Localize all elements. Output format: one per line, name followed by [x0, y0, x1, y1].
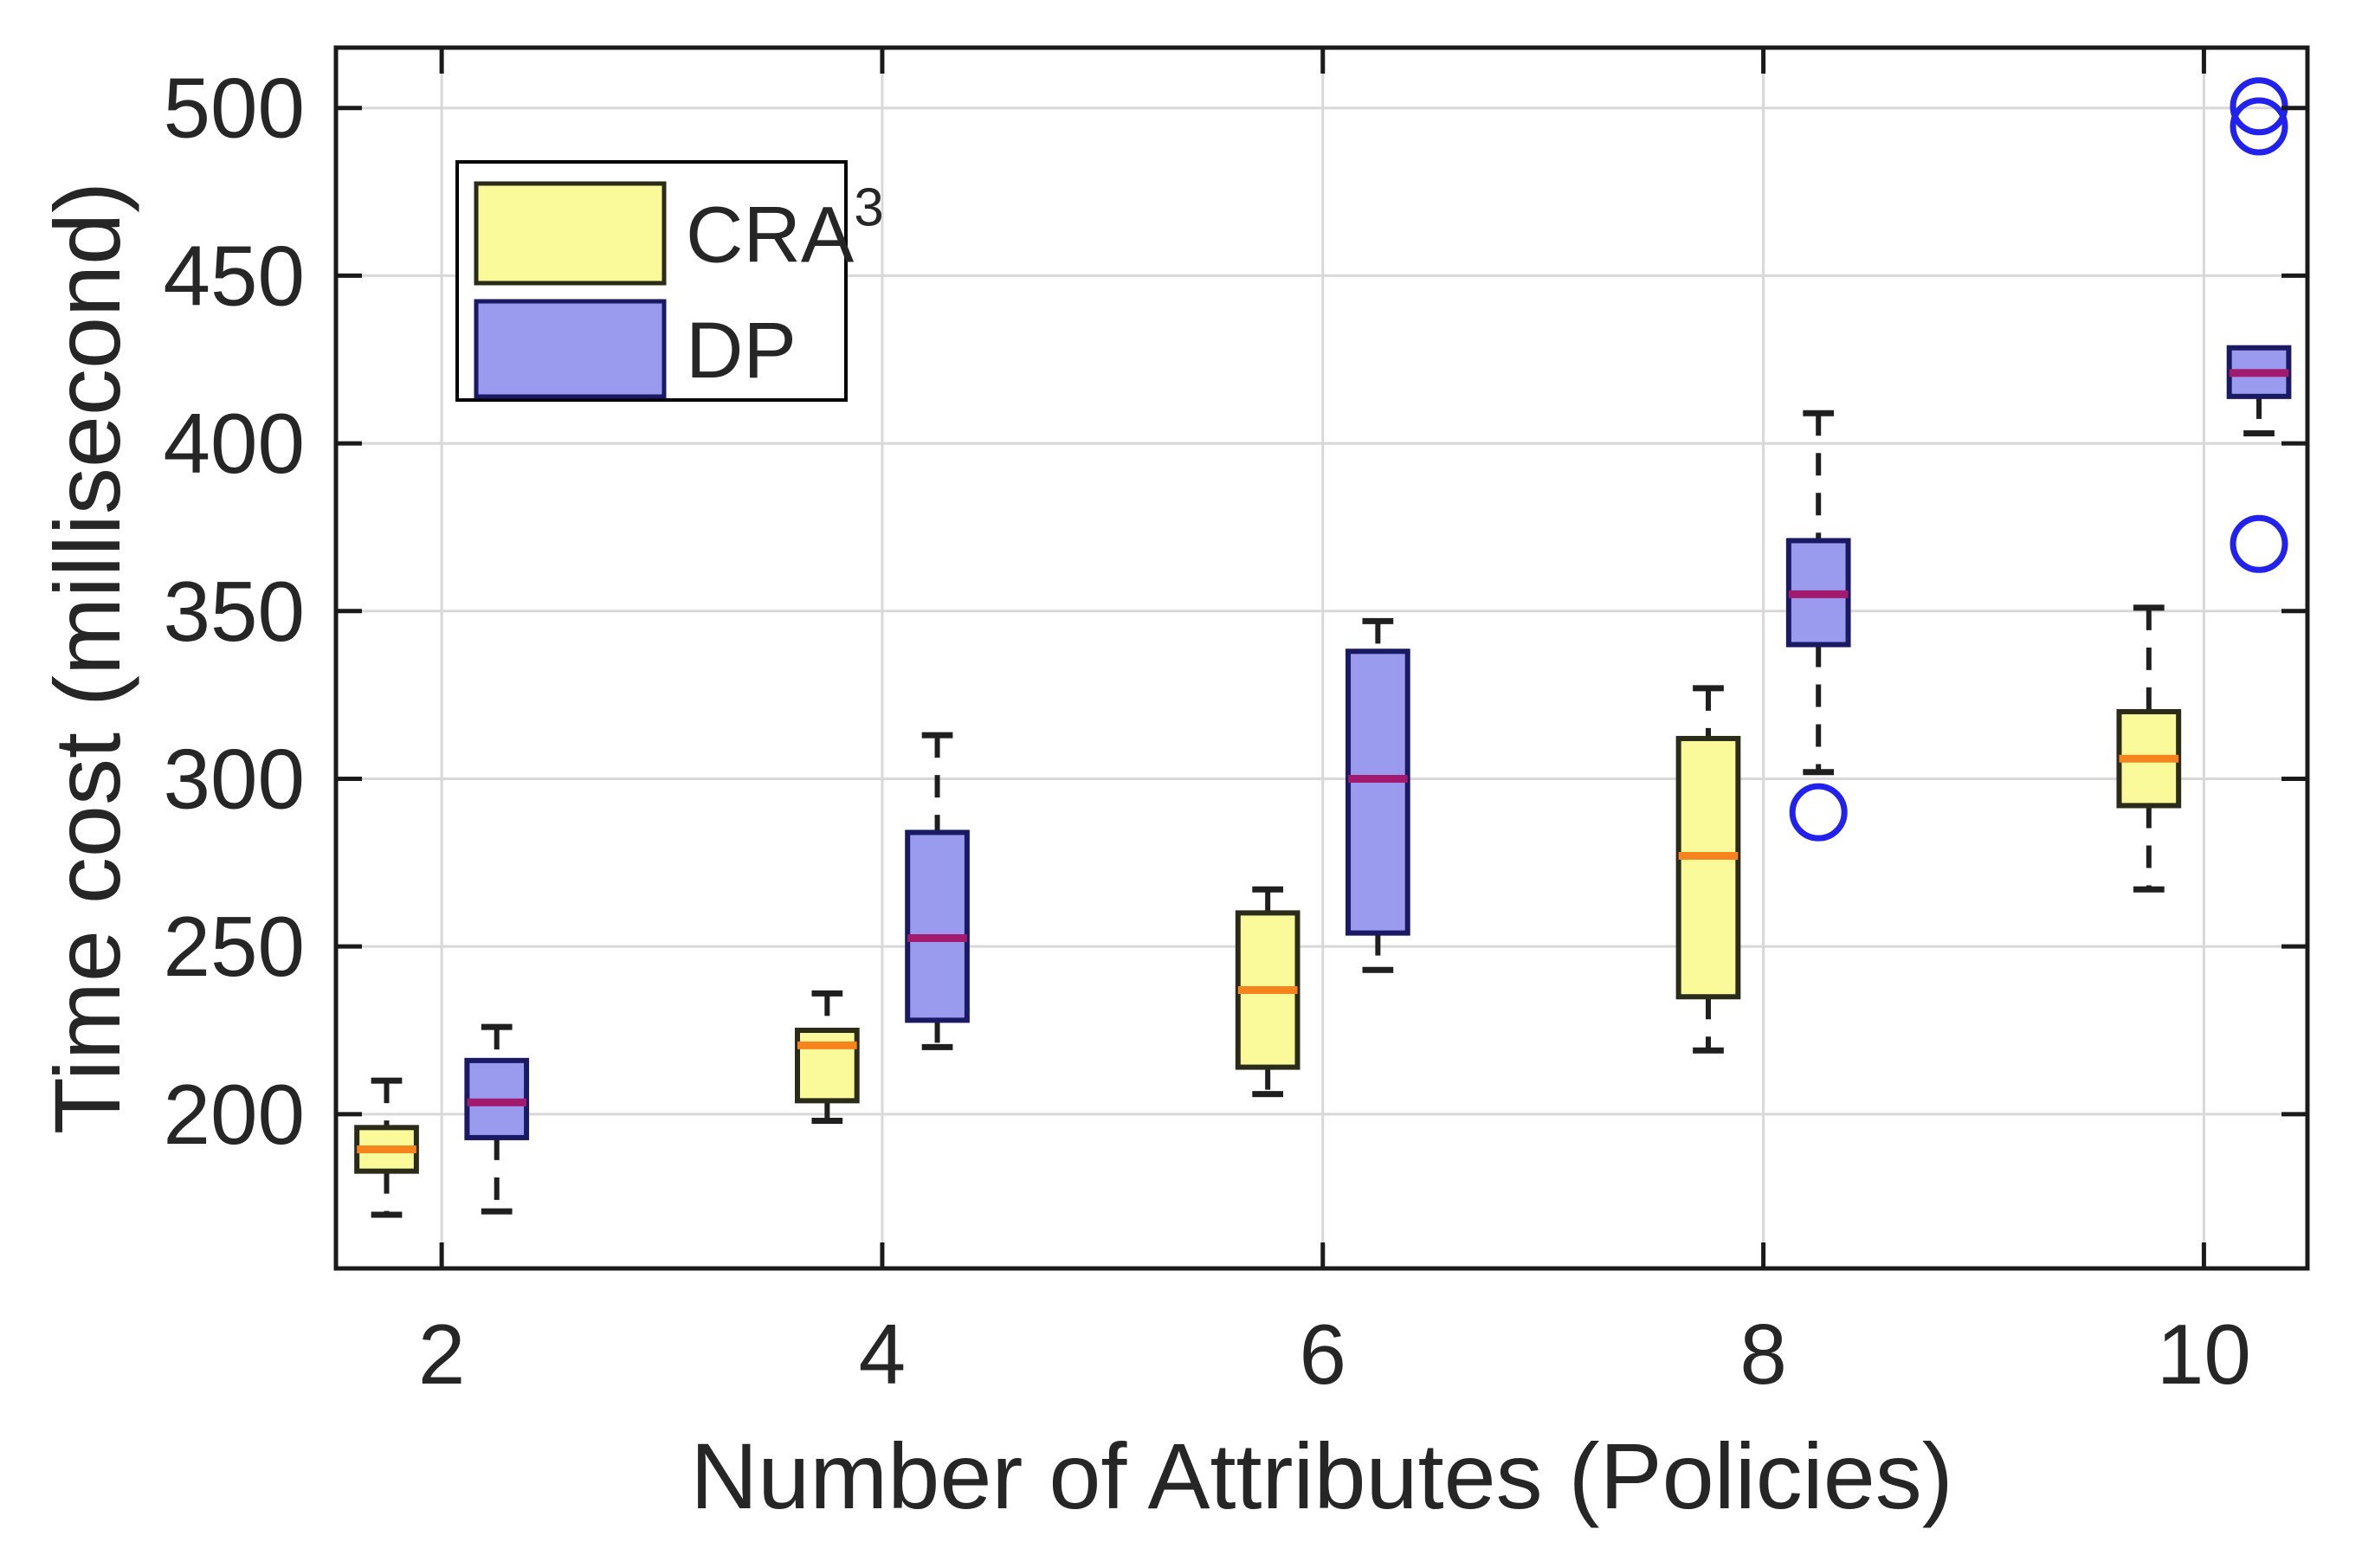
y-tick-label-400: 400	[163, 396, 305, 491]
box-DP-x10	[2226, 77, 2292, 573]
y-tick-label-200: 200	[163, 1067, 305, 1162]
legend: CRA3 DP	[455, 160, 884, 402]
y-tick-label-350: 350	[163, 564, 305, 659]
box-CRA3-x4	[794, 990, 860, 1125]
x-tick-label-8: 8	[1739, 1307, 1787, 1402]
box-DP-x2	[464, 1023, 530, 1215]
legend-label-CRA3: CRA3	[686, 178, 884, 280]
y-tick-label-450: 450	[163, 228, 305, 323]
box-CRA3-x6	[1235, 886, 1300, 1098]
legend-swatch-DP	[474, 299, 667, 399]
outlier-marker	[1789, 783, 1848, 842]
box-CRA3-x2	[354, 1077, 419, 1218]
y-tick-label-500: 500	[163, 61, 305, 156]
box-DP-x4	[905, 732, 970, 1050]
outlier-marker	[2230, 97, 2288, 156]
x-axis-label: Number of Attributes (Policies)	[690, 1423, 1953, 1528]
x-tick-label-4: 4	[859, 1307, 907, 1402]
series-CRA3	[354, 604, 2182, 1218]
box-CRA3-x8	[1675, 685, 1741, 1054]
y-tick-label-300: 300	[163, 731, 305, 826]
outlier-marker	[2230, 514, 2288, 573]
legend-label-DP: DP	[686, 307, 797, 395]
x-tick-label-6: 6	[1300, 1307, 1347, 1402]
iqr-box	[1675, 735, 1741, 1000]
iqr-box	[794, 1027, 860, 1104]
iqr-box	[1346, 648, 1410, 936]
y-tick-label-250: 250	[163, 899, 305, 994]
box-DP-x8	[1785, 410, 1851, 842]
series-DP	[464, 77, 2292, 1215]
x-tick-label-10: 10	[2157, 1307, 2251, 1402]
y-axis-label: Time cost (millisecond)	[35, 182, 139, 1134]
box-DP-x6	[1346, 617, 1410, 973]
legend-swatch-CRA3	[474, 181, 667, 286]
axis-ticks	[336, 48, 2307, 1268]
box-CRA3-x10	[2116, 604, 2182, 893]
x-tick-label-2: 2	[418, 1307, 466, 1402]
iqr-box	[905, 829, 970, 1023]
legend-label-superscript: 3	[854, 178, 883, 238]
